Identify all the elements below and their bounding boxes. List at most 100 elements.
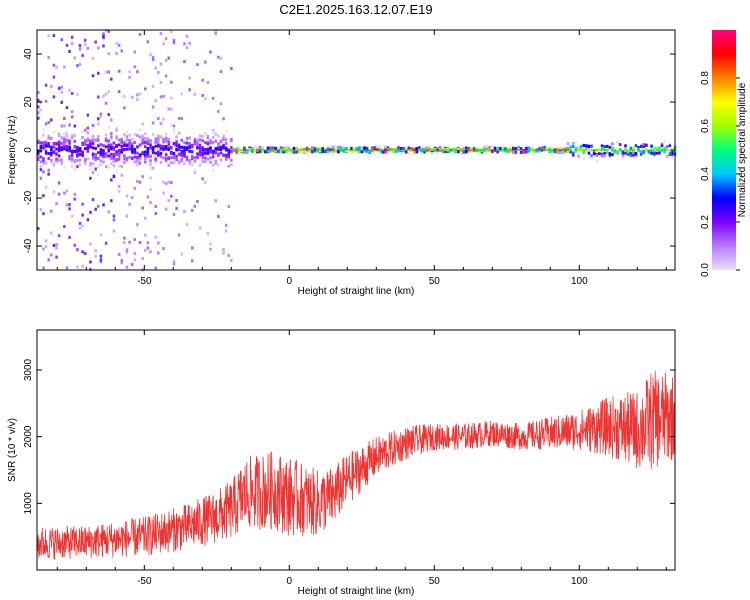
spectrogram-cell <box>438 146 442 150</box>
spectrogram-cell <box>666 154 669 158</box>
spectrogram-cell <box>183 154 186 158</box>
spectrogram-cell <box>423 150 426 154</box>
spectrogram-cell <box>159 62 163 66</box>
spectrogram-cell <box>107 29 110 33</box>
spectrogram-cell <box>188 146 191 150</box>
spectrogram-cell <box>611 142 614 146</box>
spectrogram-cell <box>559 147 562 151</box>
spectrogram-cell <box>211 163 215 167</box>
spectrogram-cell <box>206 134 210 138</box>
spectrogram-cell <box>572 151 575 155</box>
spectrogram-cell <box>70 164 74 168</box>
spectrogram-cell <box>149 167 152 171</box>
spectrogram-cell <box>128 139 131 143</box>
spectrogram-cell <box>115 169 118 173</box>
spectrogram-cell <box>639 152 643 156</box>
spectrogram-cell <box>55 157 58 161</box>
spectrogram-cell <box>144 248 147 252</box>
spectrogram-cell <box>553 150 557 154</box>
spectrogram-cell <box>63 166 66 170</box>
spectrogram-cell <box>86 144 90 148</box>
spectrogram-cell <box>144 87 147 91</box>
spectrogram-cell <box>42 247 45 251</box>
spectrogram-cell <box>149 143 152 147</box>
spectrogram-cell <box>102 44 105 48</box>
spectrogram-cell <box>76 154 79 158</box>
spectrogram-cell <box>57 146 61 150</box>
spectrogram-cell <box>94 158 97 162</box>
spectrogram-cell <box>483 148 486 152</box>
spectrogram-cell <box>154 66 157 70</box>
spectrogram-cell <box>125 138 129 142</box>
spectrogram-cell <box>55 141 58 145</box>
spectrogram-cell <box>91 198 95 202</box>
spectrogram-cell <box>230 158 233 162</box>
spectrogram-cell <box>605 149 609 153</box>
spectrogram-cell <box>63 224 66 228</box>
snr-series <box>36 370 676 560</box>
spectrogram-cell <box>70 154 74 158</box>
spectrogram-cell <box>287 147 291 151</box>
snr-x-axis-label: Height of straight line (km) <box>298 586 415 597</box>
spectrogram-cell <box>123 143 126 147</box>
spectrogram-cell <box>569 148 572 152</box>
spectrogram-cell <box>110 77 113 81</box>
spectrogram-cell <box>130 147 134 151</box>
spectrogram-cell <box>172 151 176 155</box>
spectrogram-cell <box>57 181 61 185</box>
spectrogram-cell <box>81 53 84 57</box>
spectrogram-cell <box>329 145 332 149</box>
spectrogram-cell <box>177 152 181 156</box>
spectrogram-cell <box>190 155 194 159</box>
spectrogram-x-tick-label: 0 <box>287 276 293 287</box>
spectrogram-cell <box>222 134 225 138</box>
spectrogram-cell <box>326 150 330 154</box>
spectrogram-cell <box>185 222 189 226</box>
spectrogram-cell <box>104 101 108 105</box>
spectrogram-cell <box>65 148 69 152</box>
spectrogram-cell <box>91 142 95 146</box>
spectrogram-cell <box>175 142 178 146</box>
spectrogram-cell <box>138 180 142 184</box>
spectrogram-cell <box>128 70 131 74</box>
spectrogram-cell <box>138 157 142 161</box>
spectrogram-cell <box>248 147 251 151</box>
spectrogram-cell <box>613 147 617 151</box>
spectrogram-cell <box>112 141 116 145</box>
spectrogram-cell <box>164 182 168 186</box>
snr-x-tick-label: 0 <box>287 576 293 587</box>
spectrogram-cell <box>65 144 69 148</box>
spectrogram-cell <box>211 149 215 153</box>
spectrogram-cell <box>157 251 160 255</box>
spectrogram-cell <box>506 149 510 153</box>
spectrogram-cell <box>117 153 121 157</box>
spectrogram-cell <box>292 146 296 150</box>
spectrogram-cell <box>138 128 142 132</box>
spectrogram-cell <box>107 143 110 147</box>
spectrogram-cell <box>39 165 43 169</box>
spectrogram-cell <box>47 168 50 172</box>
spectrogram-cell <box>91 171 95 175</box>
spectrogram-cell <box>86 46 90 50</box>
spectrogram-cell <box>57 143 61 147</box>
spectrogram-cell <box>204 97 207 101</box>
spectrogram-cell <box>551 145 554 149</box>
spectrogram-cell <box>344 147 348 151</box>
spectrogram-cell <box>177 233 181 237</box>
spectrogram-cell <box>177 131 181 135</box>
spectrogram-cell <box>556 147 559 151</box>
spectrogram-cell <box>55 65 58 69</box>
spectrogram-cell <box>485 147 489 151</box>
spectrogram-cell <box>154 99 157 103</box>
spectrogram-cell <box>146 146 150 150</box>
spectrogram-cell <box>154 140 157 144</box>
spectrogram-cell <box>89 145 92 149</box>
spectrogram-cell <box>444 148 447 152</box>
spectrogram-cell <box>454 147 458 151</box>
snr-frame <box>36 329 676 571</box>
spectrogram-cell <box>154 212 157 216</box>
spectrogram-cell <box>645 147 648 151</box>
spectrogram-y-tick-label: -40 <box>23 238 34 253</box>
spectrogram-cell <box>224 223 228 227</box>
spectrogram-cell <box>527 149 531 153</box>
